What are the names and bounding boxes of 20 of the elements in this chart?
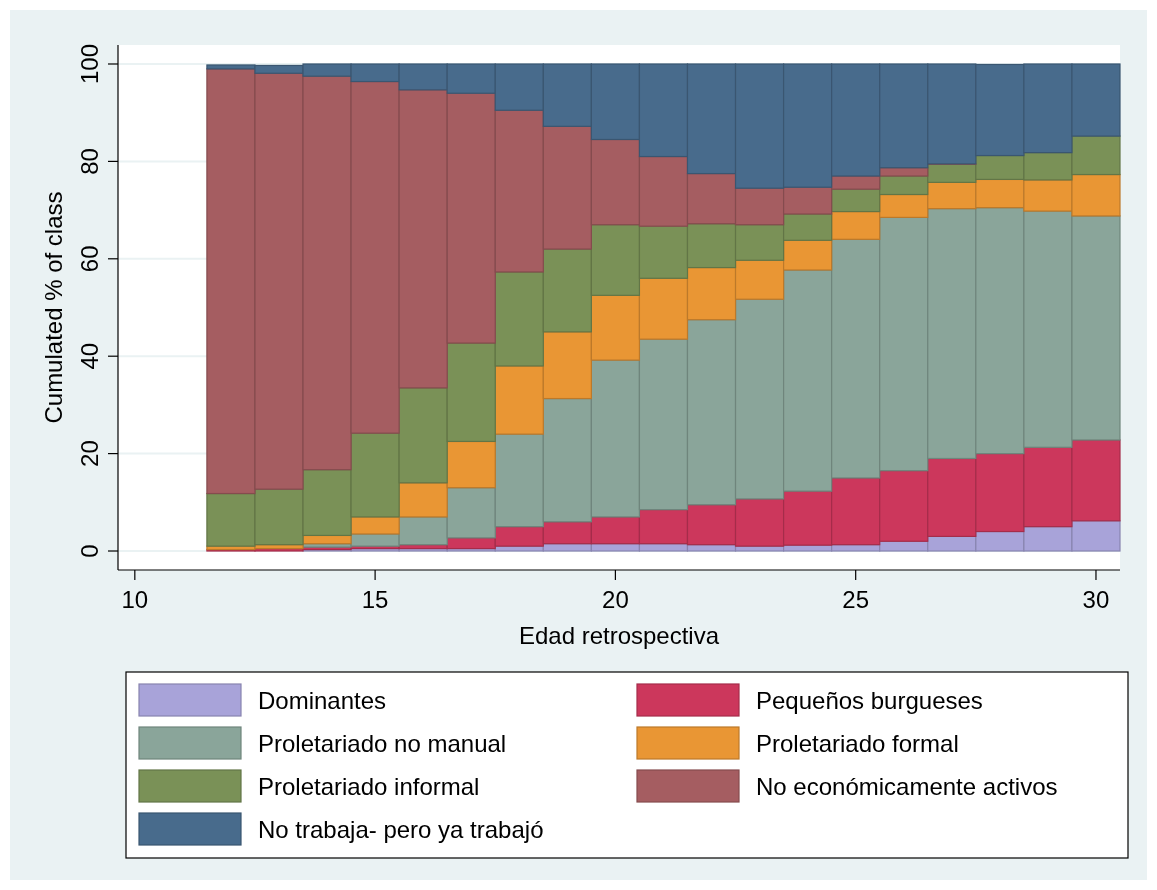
y-tick-label: 0 — [76, 544, 103, 558]
y-tick-label: 40 — [76, 342, 103, 370]
x-tick-label: 30 — [1082, 586, 1110, 613]
y-tick-label: 100 — [76, 43, 103, 85]
legend-label: No económicamente activos — [756, 773, 1058, 800]
legend-label: Proletariado no manual — [258, 730, 507, 757]
y-axis-title: Cumulated % of class — [40, 191, 67, 424]
x-tick-label: 25 — [842, 586, 870, 613]
legend-label: Pequeños burgueses — [756, 687, 983, 714]
x-tick-label: 20 — [602, 586, 629, 613]
y-tick-label: 20 — [76, 440, 103, 467]
y-tick-label: 80 — [76, 148, 103, 175]
y-tick-label: 60 — [76, 245, 103, 273]
legend-label: Proletariado formal — [756, 730, 959, 757]
legend-label: Proletariado informal — [258, 773, 480, 800]
x-tick-label: 10 — [121, 586, 149, 613]
x-axis-title: Edad retrospectiva — [518, 622, 720, 649]
legend-label: No trabaja- pero ya trabajó — [258, 816, 544, 843]
x-tick-label: 15 — [361, 586, 389, 613]
legend-label: Dominantes — [258, 687, 387, 714]
